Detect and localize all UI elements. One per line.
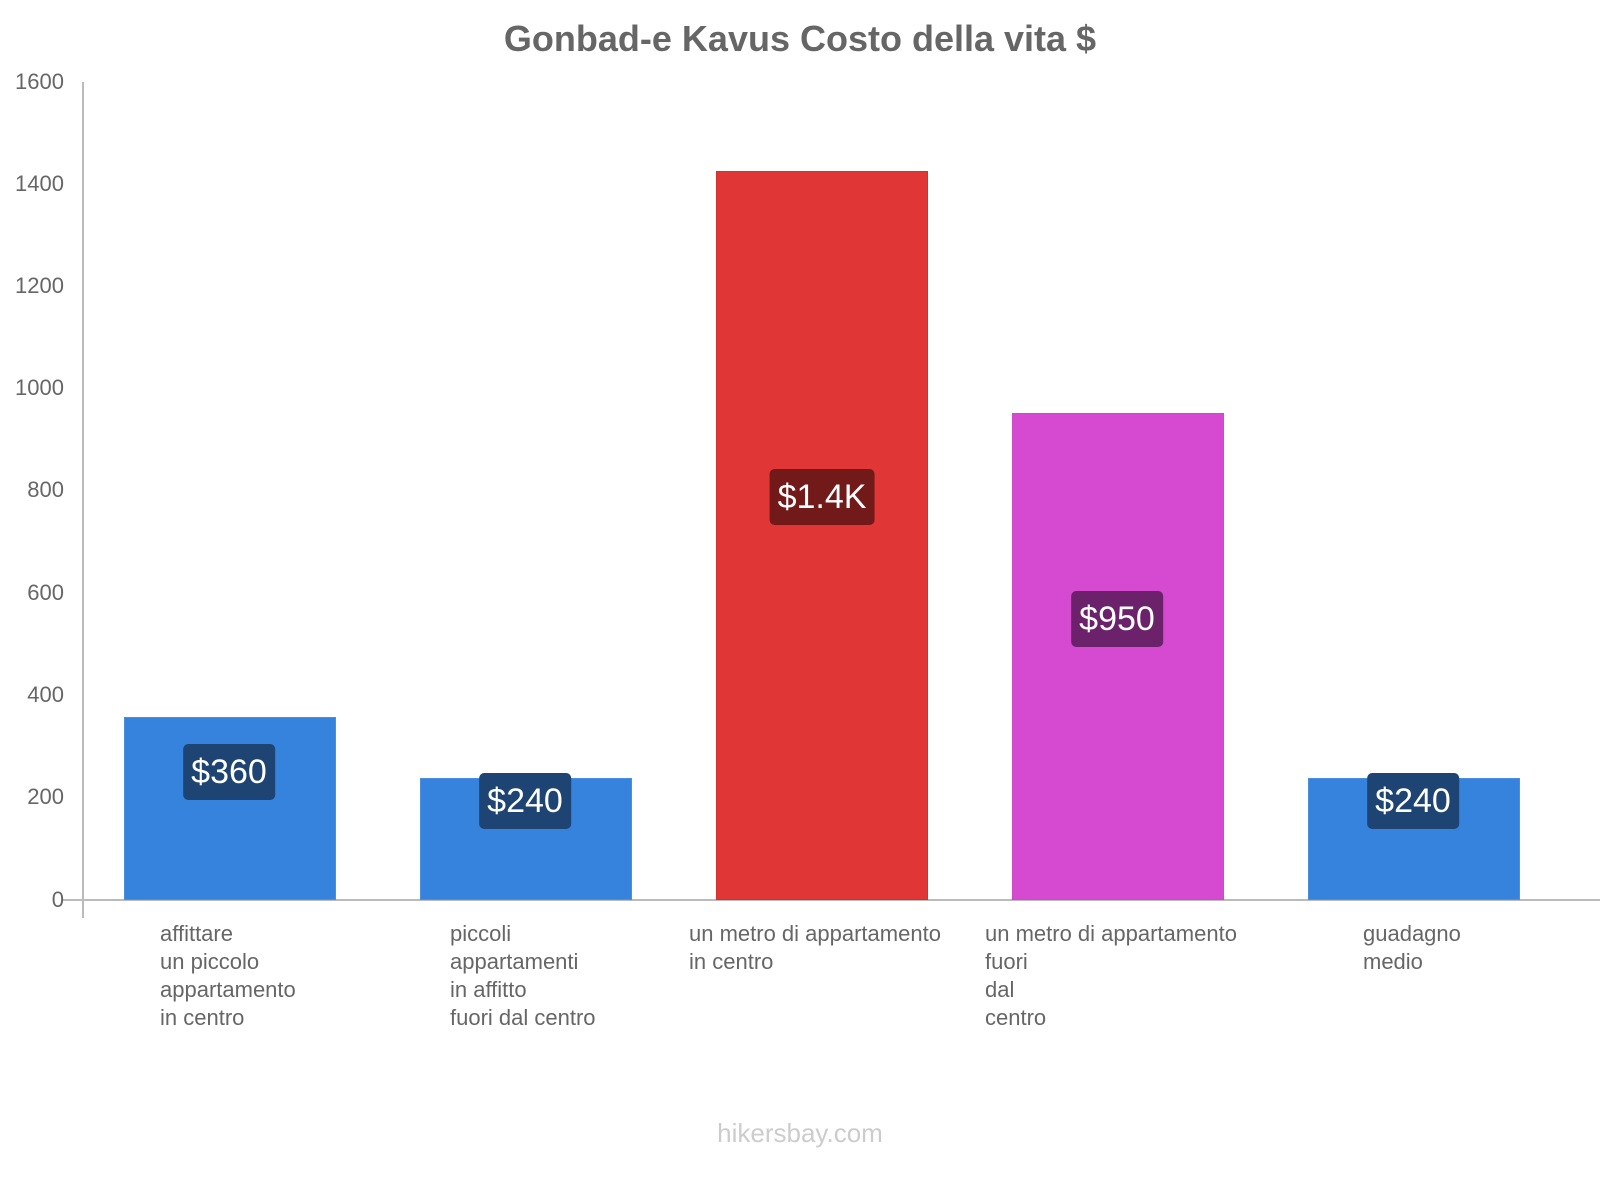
bar-value-label: $240: [1367, 773, 1459, 829]
x-category-label: guadagno medio: [1363, 921, 1461, 974]
bar-value-label: $1.4K: [769, 469, 875, 525]
y-tick-label: 600: [27, 580, 64, 605]
bar-sqm-outside[interactable]: [1012, 413, 1224, 900]
x-category-label: un metro di appartamento fuori dal centr…: [985, 921, 1237, 1030]
y-tick-label: 800: [27, 477, 64, 502]
y-tick-label: 1000: [15, 375, 64, 400]
x-axis-line: [62, 899, 1600, 901]
y-axis-line: [82, 82, 84, 918]
y-tick-label: 1200: [15, 273, 64, 298]
bar-sqm-center[interactable]: [716, 171, 928, 900]
y-tick-label: 0: [51, 887, 64, 912]
bar-value-label: $950: [1071, 591, 1163, 647]
x-category-label: piccoli appartamenti in affitto fuori da…: [450, 921, 596, 1030]
x-category-label: un metro di appartamento in centro: [689, 921, 941, 974]
bar-value-label: $240: [479, 773, 571, 829]
y-tick-label: 400: [27, 682, 64, 707]
x-category-label: affittare un piccolo appartamento in cen…: [160, 921, 296, 1030]
y-tick-label: 1400: [15, 171, 64, 196]
y-tick-label: 200: [27, 784, 64, 809]
y-tick-label: 1600: [15, 69, 64, 94]
watermark-footer: hikersbay.com: [717, 1118, 883, 1148]
bar-value-label: $360: [183, 744, 275, 800]
chart-title: Gonbad-e Kavus Costo della vita $: [503, 18, 1097, 59]
